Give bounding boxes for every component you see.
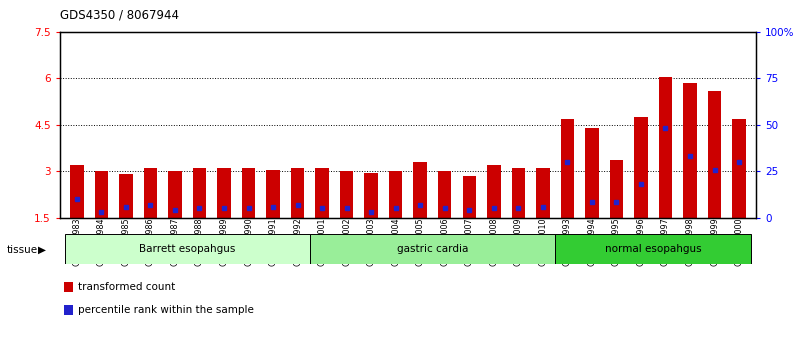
Bar <box>144 168 157 218</box>
Bar <box>315 168 329 218</box>
Bar <box>732 119 746 218</box>
Bar <box>438 171 451 218</box>
FancyBboxPatch shape <box>555 234 751 264</box>
Bar <box>659 77 672 218</box>
Bar <box>70 165 84 218</box>
Bar <box>365 173 378 218</box>
Bar <box>536 168 549 218</box>
Bar <box>64 305 73 315</box>
Bar <box>242 168 256 218</box>
Bar <box>291 168 304 218</box>
Text: tissue: tissue <box>6 245 37 255</box>
Bar <box>512 168 525 218</box>
Bar <box>95 171 108 218</box>
Text: percentile rank within the sample: percentile rank within the sample <box>78 305 254 315</box>
Bar <box>560 119 574 218</box>
Bar <box>708 91 721 218</box>
Bar <box>389 171 403 218</box>
Bar <box>487 165 501 218</box>
Text: GDS4350 / 8067944: GDS4350 / 8067944 <box>60 9 178 22</box>
Bar <box>168 171 181 218</box>
Bar <box>217 168 231 218</box>
Bar <box>634 117 648 218</box>
Bar <box>610 160 623 218</box>
Bar <box>267 170 280 218</box>
Bar <box>413 162 427 218</box>
Bar <box>119 175 133 218</box>
Bar <box>340 171 353 218</box>
Bar <box>462 176 476 218</box>
Bar <box>64 282 73 292</box>
Text: transformed count: transformed count <box>78 282 175 292</box>
Bar <box>585 128 599 218</box>
Text: gastric cardia: gastric cardia <box>396 244 468 254</box>
FancyBboxPatch shape <box>64 234 310 264</box>
Bar <box>683 83 696 218</box>
Bar <box>193 168 206 218</box>
FancyBboxPatch shape <box>310 234 555 264</box>
Text: Barrett esopahgus: Barrett esopahgus <box>139 244 236 254</box>
Text: ▶: ▶ <box>38 245 46 255</box>
Text: normal esopahgus: normal esopahgus <box>605 244 701 254</box>
